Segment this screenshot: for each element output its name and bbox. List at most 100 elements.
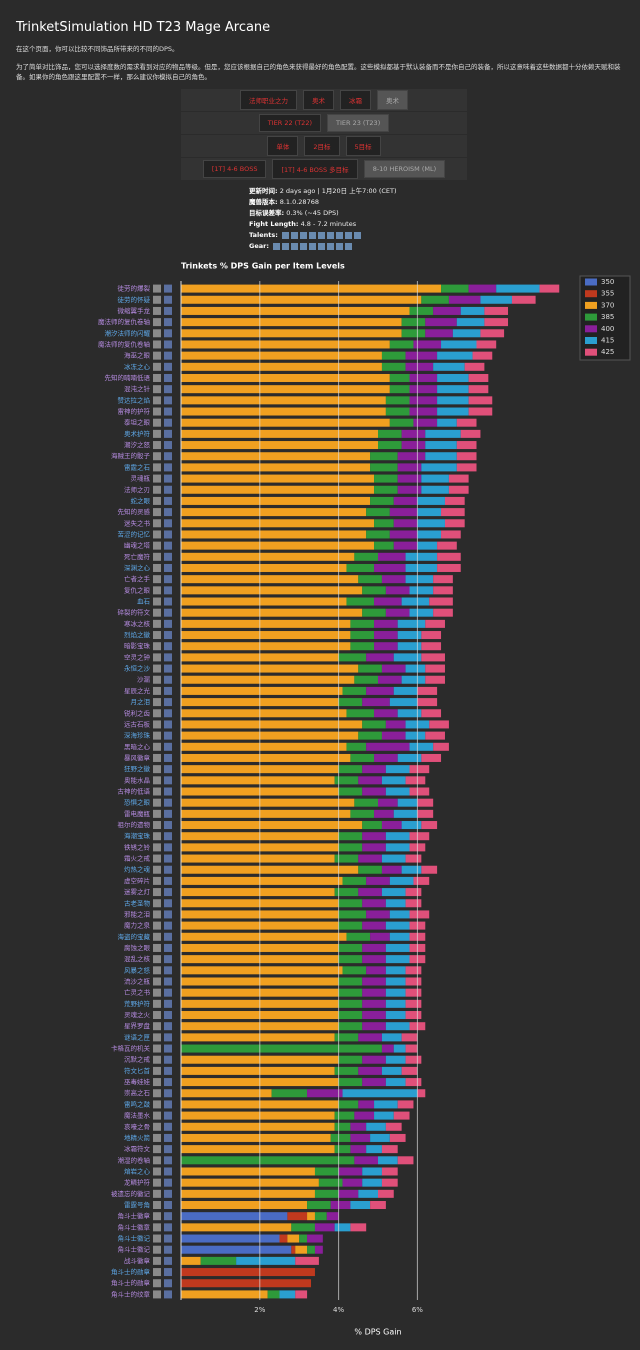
bar-segment (338, 653, 367, 662)
bar-segment (181, 686, 343, 695)
icon (153, 854, 161, 863)
bar-segment (437, 407, 469, 416)
y-tick-label: 混沌之针 (124, 384, 151, 393)
bar-segment (181, 586, 363, 595)
bar-segment (354, 1156, 378, 1165)
bar-segment (338, 1100, 359, 1109)
bar-segment (374, 809, 394, 818)
button[interactable]: 法师职业之力 (240, 90, 297, 110)
button[interactable]: 8-10 HEROISM (ML) (363, 160, 446, 178)
bar-segment (385, 899, 406, 908)
icon (153, 563, 161, 572)
bar-segment (413, 876, 430, 885)
icon (164, 1223, 172, 1232)
bar-segment (401, 597, 430, 606)
bar-segment (181, 876, 343, 885)
button[interactable]: 5目标 (345, 136, 381, 156)
icon (164, 1100, 172, 1109)
bar-segment (378, 675, 402, 684)
button[interactable]: 单体 (267, 136, 299, 156)
icon (164, 910, 172, 919)
icon (153, 508, 161, 517)
icon (153, 385, 161, 394)
bar-segment (354, 675, 378, 684)
bar-segment (338, 843, 363, 852)
bar-segment (409, 407, 438, 416)
icon (164, 776, 172, 785)
icon (164, 1245, 172, 1254)
bar-segment (405, 552, 438, 561)
bar-segment (381, 1167, 398, 1176)
bar-segment (441, 530, 461, 539)
icon (153, 1201, 161, 1210)
bar-segment (358, 888, 382, 897)
bar-segment (437, 351, 473, 360)
button[interactable]: 2目标 (304, 136, 340, 156)
button[interactable]: [1T] 4-6 BOSS 多目标 (272, 159, 358, 179)
icon (153, 496, 161, 505)
y-tick-label: 深渊之心 (124, 563, 151, 572)
button[interactable]: 奥术 (303, 90, 334, 110)
bar-segment (468, 385, 489, 394)
bar-segment (181, 1223, 292, 1232)
icon (164, 1212, 172, 1221)
info-line: Fight Length: 4.8 - 7.2 minutes (249, 219, 397, 230)
bar-segment (437, 552, 461, 561)
bar-segment (437, 541, 457, 550)
bar-segment (358, 1100, 375, 1109)
bar-segment (381, 731, 406, 740)
bar-segment (338, 910, 367, 919)
icon (164, 1156, 172, 1165)
bar-segment (362, 586, 386, 595)
bar-segment (181, 1089, 272, 1098)
bar-segment (181, 284, 442, 293)
bar-segment (350, 1122, 367, 1131)
bar-segment (346, 709, 375, 718)
bar-segment (181, 709, 347, 718)
bar-segment (181, 1234, 280, 1243)
bar-segment (397, 452, 426, 461)
bar-segment (338, 1011, 363, 1020)
bar-segment (393, 1111, 410, 1120)
bar-segment (389, 932, 410, 941)
icon (335, 231, 343, 239)
icon (153, 407, 161, 416)
bar-segment (338, 955, 363, 964)
bar-segment (381, 776, 406, 785)
icon (164, 586, 172, 595)
bar-segment (334, 888, 359, 897)
button[interactable]: 冰霜 (340, 90, 371, 110)
bar-segment (181, 385, 390, 394)
y-tick-label: 雷鸣之鼓 (124, 1099, 151, 1108)
button[interactable]: 奥术 (377, 90, 408, 110)
bar-segment (401, 318, 426, 327)
button[interactable]: TIER 23 (T23) (327, 114, 390, 132)
bar-segment (448, 485, 469, 494)
bar-segment (181, 496, 371, 505)
y-tick-label: 血石 (137, 597, 151, 606)
bar-segment (181, 552, 355, 561)
bar-segment (393, 519, 418, 528)
legend-swatch (585, 325, 597, 333)
icon (164, 709, 172, 718)
bar-segment (409, 396, 438, 405)
icon (153, 362, 161, 371)
bar-segment (346, 742, 367, 751)
bar-segment (401, 1066, 418, 1075)
icon (164, 1256, 172, 1265)
button[interactable]: [1T] 4-6 BOSS (202, 160, 267, 178)
button[interactable]: TIER 22 (T22) (258, 114, 321, 132)
icon (153, 373, 161, 382)
bar-segment (378, 441, 402, 450)
bar-segment (425, 452, 457, 461)
icon (164, 441, 172, 450)
bar-segment (433, 608, 453, 617)
icon (164, 765, 172, 774)
bar-segment (330, 1201, 351, 1210)
x-tick-label: 6% (412, 1306, 423, 1314)
bar-segment (401, 1033, 418, 1042)
icon (164, 1167, 172, 1176)
y-tick-label: 徒劳的爆裂 (118, 284, 151, 293)
bar-segment (181, 1167, 315, 1176)
icon (164, 508, 172, 517)
